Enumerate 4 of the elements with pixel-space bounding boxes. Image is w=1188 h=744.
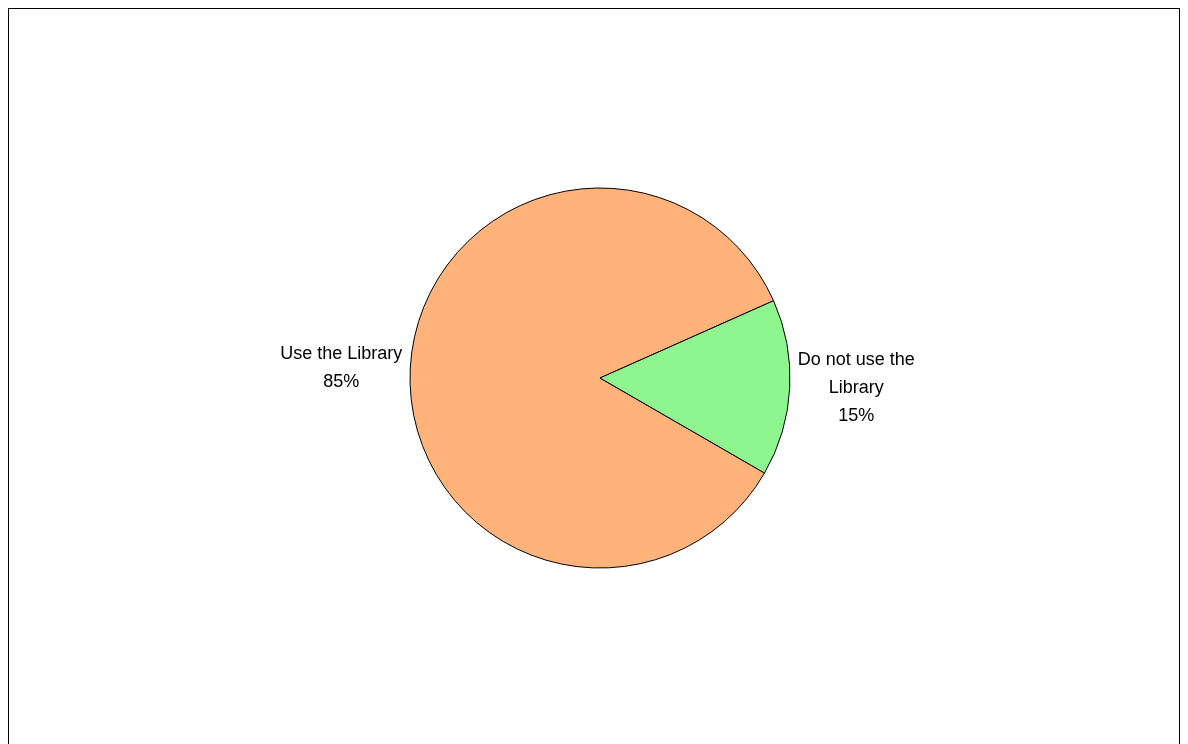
data-label: 85% [323, 370, 360, 391]
slice-label: Use the Library [280, 342, 403, 363]
slice-label: Do not use the Library [797, 349, 915, 398]
data-label: 15% [838, 405, 875, 426]
